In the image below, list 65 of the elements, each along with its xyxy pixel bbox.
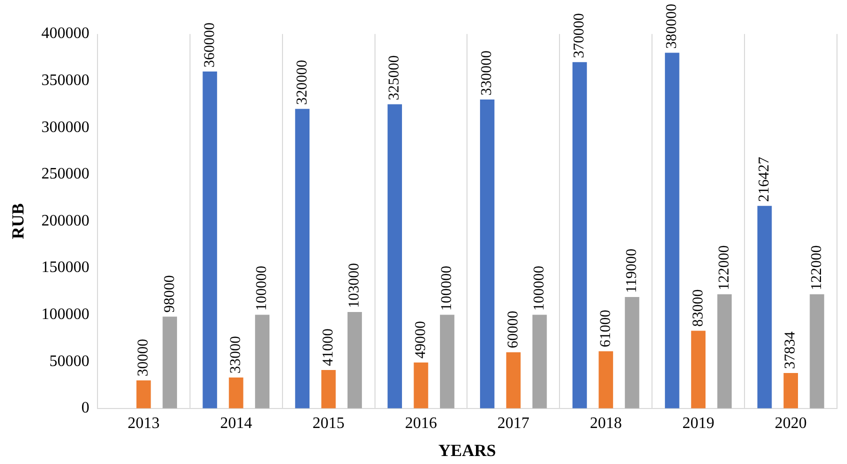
- y-tick-label: 100000: [41, 306, 90, 324]
- y-tick-label: 350000: [41, 72, 90, 90]
- data-label: 98000: [162, 275, 178, 313]
- x-tick-label: 2016: [404, 415, 437, 432]
- bar: [202, 71, 218, 408]
- bar: [321, 370, 336, 408]
- data-label: 61000: [598, 310, 614, 348]
- x-tick-label: 2019: [682, 415, 714, 432]
- y-tick-label: 250000: [41, 166, 90, 183]
- x-tick-label: 2020: [774, 415, 807, 432]
- bar: [162, 316, 178, 408]
- data-label: 380000: [664, 4, 680, 49]
- data-label: 119000: [624, 248, 640, 294]
- data-label: 216427: [756, 156, 773, 202]
- x-tick-label: 2014: [220, 415, 252, 432]
- data-label: 122000: [716, 245, 732, 290]
- bar: [572, 62, 587, 408]
- bar: [480, 100, 494, 408]
- data-label: 41000: [320, 328, 336, 366]
- bar: [348, 312, 362, 408]
- y-tick-label: 200000: [41, 212, 90, 230]
- data-label: 122000: [808, 245, 825, 290]
- bar: [757, 206, 772, 408]
- bar: [255, 314, 270, 408]
- data-label: 103000: [346, 262, 363, 308]
- data-label: 370000: [572, 13, 588, 58]
- bar: [664, 52, 680, 408]
- data-label: 330000: [479, 50, 496, 96]
- bar: [624, 297, 640, 408]
- data-label: 37834: [782, 330, 799, 369]
- data-label: 30000: [136, 338, 152, 376]
- data-label: 360000: [202, 22, 218, 68]
- bar: [532, 314, 547, 408]
- x-tick-label: 2013: [128, 415, 160, 432]
- x-tick-label: 2015: [312, 415, 345, 432]
- bar: [136, 380, 151, 408]
- data-label: 325000: [386, 55, 403, 100]
- y-tick-label: 400000: [41, 25, 90, 42]
- bar: [810, 294, 824, 408]
- data-label: 100000: [439, 266, 456, 311]
- data-label: 100000: [532, 266, 548, 311]
- bar: [295, 108, 310, 408]
- bar: [414, 362, 428, 408]
- bar: [228, 378, 244, 408]
- bar: [691, 330, 706, 408]
- bar: [717, 294, 732, 408]
- data-label: 33000: [228, 336, 244, 374]
- data-label: 100000: [254, 266, 270, 311]
- bar: [440, 314, 454, 408]
- data-label: 49000: [412, 321, 429, 359]
- y-tick-label: 50000: [49, 352, 90, 370]
- bar: [598, 351, 614, 408]
- x-tick-label: 2018: [590, 415, 622, 432]
- y-axis-title: RUB: [8, 203, 28, 240]
- y-tick-label: 150000: [41, 259, 90, 276]
- data-label: 83000: [690, 289, 706, 327]
- x-axis-title: YEARS: [438, 441, 496, 460]
- data-label: 320000: [294, 60, 310, 105]
- x-tick-label: 2017: [497, 415, 530, 432]
- bar: [506, 352, 521, 408]
- bar: [388, 104, 402, 408]
- data-label: 60000: [505, 310, 522, 348]
- y-tick-label: 300000: [41, 118, 90, 136]
- y-tick-label: 0: [81, 400, 90, 417]
- bar: [784, 372, 798, 408]
